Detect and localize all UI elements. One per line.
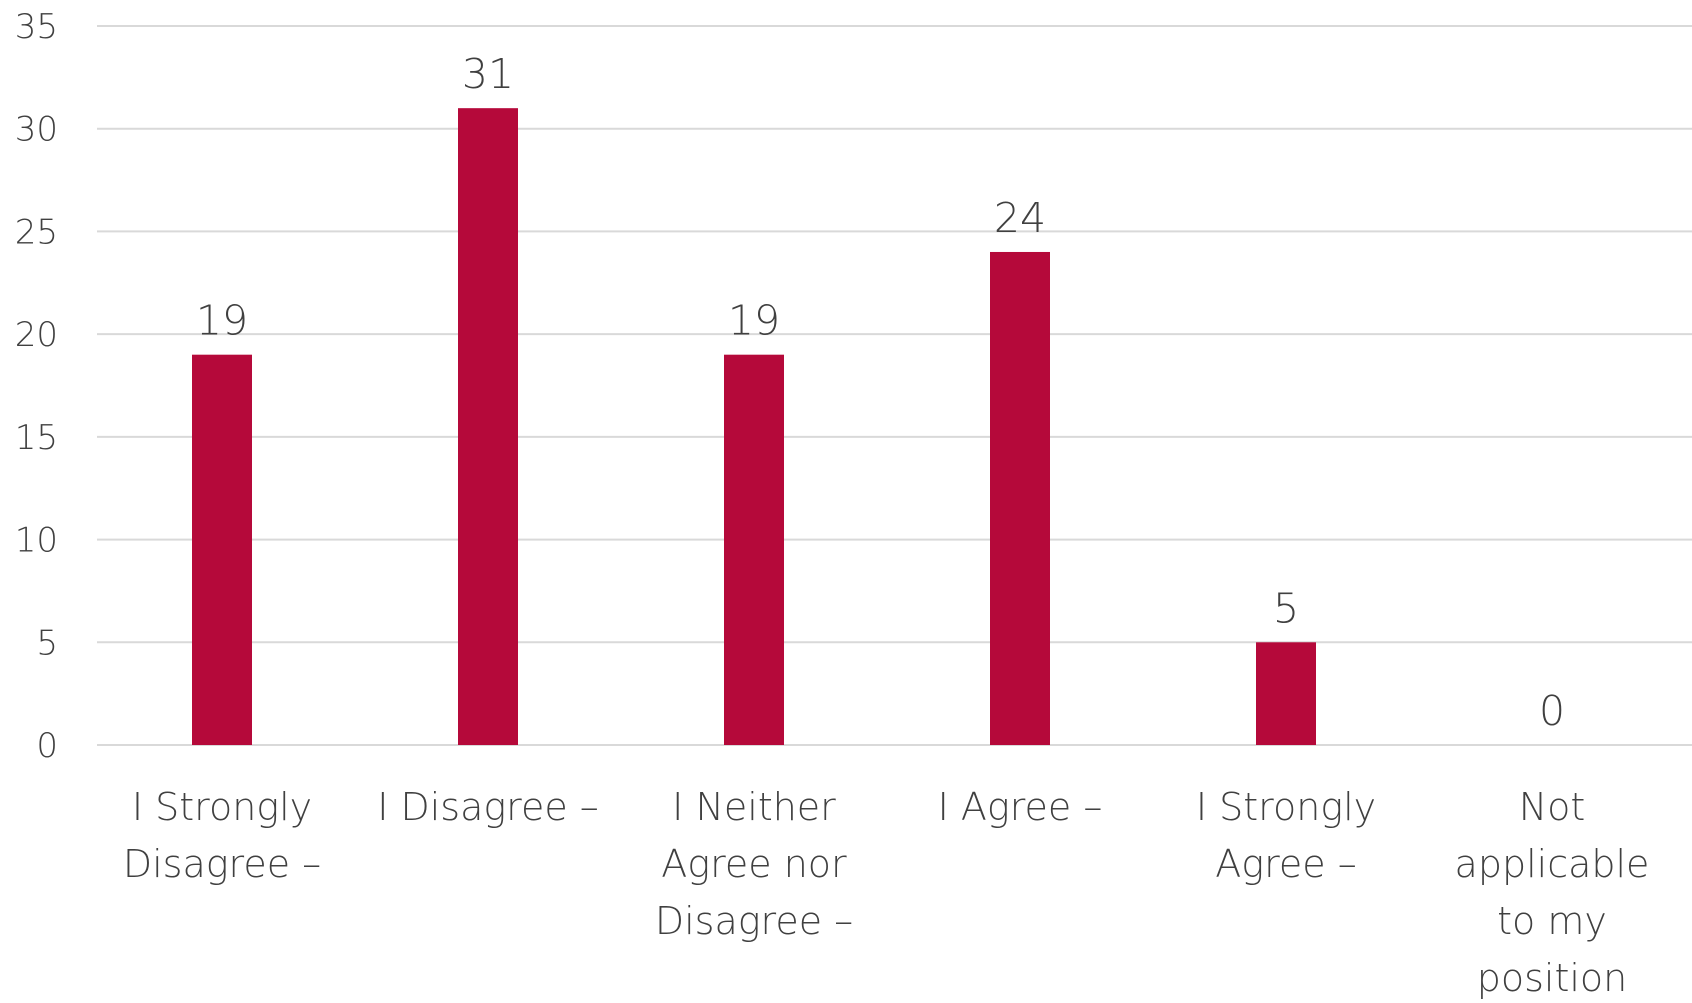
y-tick-label: 15 bbox=[15, 418, 58, 458]
category-label: I Agree – bbox=[938, 785, 1103, 829]
category-label: I Neither Agree nor Disagree – bbox=[655, 785, 853, 943]
category-label-line: position bbox=[1477, 956, 1628, 1000]
category-label: I Disagree – bbox=[377, 785, 599, 829]
y-tick-label: 20 bbox=[15, 315, 58, 355]
bar bbox=[990, 251, 1050, 745]
data-label: 19 bbox=[728, 297, 780, 345]
category-label-line: applicable bbox=[1455, 842, 1650, 886]
category-label: I Strongly Agree – bbox=[1196, 785, 1376, 886]
category-label-line: Agree – bbox=[1215, 842, 1356, 886]
category-label-line: Not bbox=[1519, 785, 1586, 829]
y-tick-label: 0 bbox=[36, 726, 58, 766]
category-label: I Strongly Disagree – bbox=[123, 785, 321, 886]
bar bbox=[1256, 642, 1316, 745]
category-label-line: I Disagree – bbox=[377, 785, 599, 829]
category-label: Not applicable to my position bbox=[1455, 785, 1650, 1000]
x-axis-category-labels: I Strongly Disagree – I Disagree – I Neithe… bbox=[123, 785, 1650, 1000]
y-axis-tick-labels: 0 5 10 15 20 25 30 35 bbox=[15, 7, 58, 766]
y-tick-label: 10 bbox=[15, 521, 58, 561]
data-label: 31 bbox=[462, 50, 514, 98]
bar bbox=[192, 354, 252, 745]
data-label: 5 bbox=[1273, 584, 1299, 632]
category-label-line: I Strongly bbox=[1196, 785, 1376, 829]
category-label-line: to my bbox=[1497, 899, 1607, 943]
category-label-line: I Neither bbox=[672, 785, 836, 829]
y-tick-label: 25 bbox=[15, 212, 58, 252]
data-labels: 19 31 19 24 5 0 bbox=[196, 50, 1565, 735]
category-label-line: I Agree – bbox=[938, 785, 1103, 829]
data-label: 0 bbox=[1539, 687, 1565, 735]
y-tick-label: 35 bbox=[15, 7, 58, 47]
gridlines bbox=[97, 25, 1692, 746]
category-label-line: Agree nor bbox=[661, 842, 847, 886]
y-tick-label: 30 bbox=[15, 110, 58, 150]
y-tick-label: 5 bbox=[36, 623, 58, 663]
data-label: 19 bbox=[196, 297, 248, 345]
data-label: 24 bbox=[994, 194, 1046, 242]
category-label-line: Disagree – bbox=[123, 842, 321, 886]
bar bbox=[724, 354, 784, 745]
bars bbox=[192, 108, 1316, 745]
category-label-line: I Strongly bbox=[132, 785, 312, 829]
bar bbox=[458, 108, 518, 745]
category-label-line: Disagree – bbox=[655, 899, 853, 943]
